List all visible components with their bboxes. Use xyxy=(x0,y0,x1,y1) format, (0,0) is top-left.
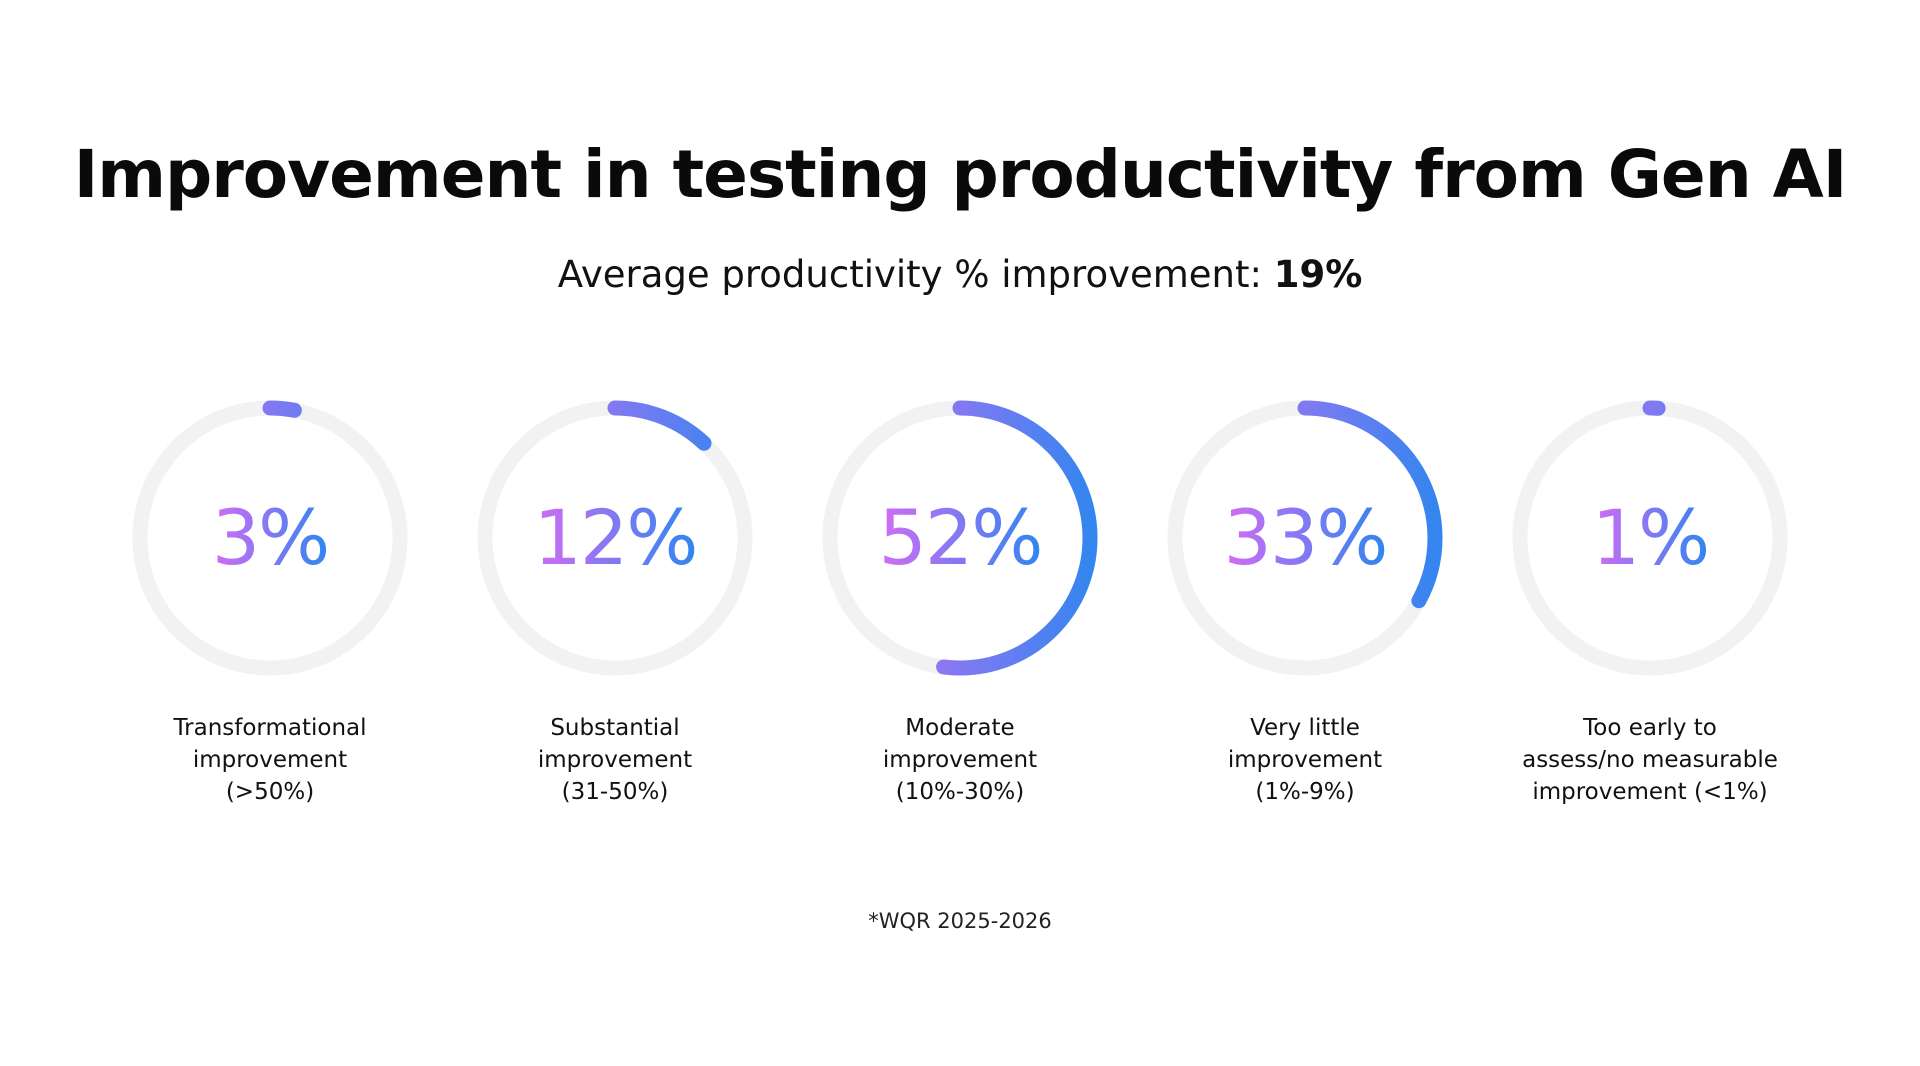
category-label-line: Transformational xyxy=(173,715,367,741)
category-label-line: (1%-9%) xyxy=(1255,779,1355,805)
category-label-line: Moderate xyxy=(905,715,1015,741)
category-label-line: Very little xyxy=(1250,715,1360,741)
donut-chart-row: 3% 12% 52% 33% 1% xyxy=(0,398,1920,688)
category-label-1: Transformational improvement (>50%) xyxy=(110,712,430,808)
category-label-line: improvement xyxy=(192,747,348,773)
donut-svg: 12% xyxy=(477,400,753,676)
donut-value-label: 33% xyxy=(1224,493,1387,582)
category-label-line: Substantial xyxy=(550,715,680,741)
footnote: *WQR 2025-2026 xyxy=(868,909,1052,933)
chart-subtitle: Average productivity % improvement: 19% xyxy=(0,250,1920,300)
donut-4: 33% xyxy=(1155,398,1455,688)
donut-svg: 1% xyxy=(1512,400,1788,676)
category-label-line: (10%-30%) xyxy=(895,779,1025,805)
donut-value-label: 3% xyxy=(212,493,329,582)
category-label-line: improvement xyxy=(1227,747,1383,773)
category-label-5: Too early to assess/no measurable improvem… xyxy=(1490,712,1810,808)
subtitle-label: Average productivity % improvement: xyxy=(557,253,1274,296)
donut-svg: 3% xyxy=(132,400,408,676)
category-label-line: Too early to xyxy=(1583,715,1717,741)
category-label-4: Very little improvement (1%-9%) xyxy=(1145,712,1465,808)
category-label-line: improvement (<1%) xyxy=(1532,779,1768,805)
donut-svg: 33% xyxy=(1167,400,1443,676)
average-value: 19% xyxy=(1273,253,1363,296)
donut-value-arc xyxy=(822,400,1098,676)
donut-value-label: 52% xyxy=(879,493,1042,582)
donut-svg: 52% xyxy=(822,400,1098,676)
donut-5: 1% xyxy=(1500,398,1800,688)
category-label-2: Substantial improvement (31-50%) xyxy=(455,712,775,808)
category-labels-row: Transformational improvement (>50%) Substan… xyxy=(0,712,1920,822)
donut-value-label: 12% xyxy=(534,493,697,582)
category-label-line: improvement xyxy=(537,747,693,773)
donut-value-arc xyxy=(1167,400,1443,676)
category-label-line: improvement xyxy=(882,747,1038,773)
donut-value-label: 1% xyxy=(1592,493,1709,582)
donut-1: 3% xyxy=(120,398,420,688)
category-label-line: (>50%) xyxy=(225,779,315,805)
donut-value-arc xyxy=(1512,400,1788,676)
chart-title: Improvement in testing productivity from… xyxy=(73,136,1848,213)
donut-3: 52% xyxy=(810,398,1110,688)
category-label-line: (31-50%) xyxy=(561,779,669,805)
donut-value-arc xyxy=(477,400,753,676)
category-label-line: assess/no measurable xyxy=(1522,747,1778,773)
donut-2: 12% xyxy=(465,398,765,688)
category-label-3: Moderate improvement (10%-30%) xyxy=(800,712,1120,808)
donut-value-arc xyxy=(132,400,408,676)
